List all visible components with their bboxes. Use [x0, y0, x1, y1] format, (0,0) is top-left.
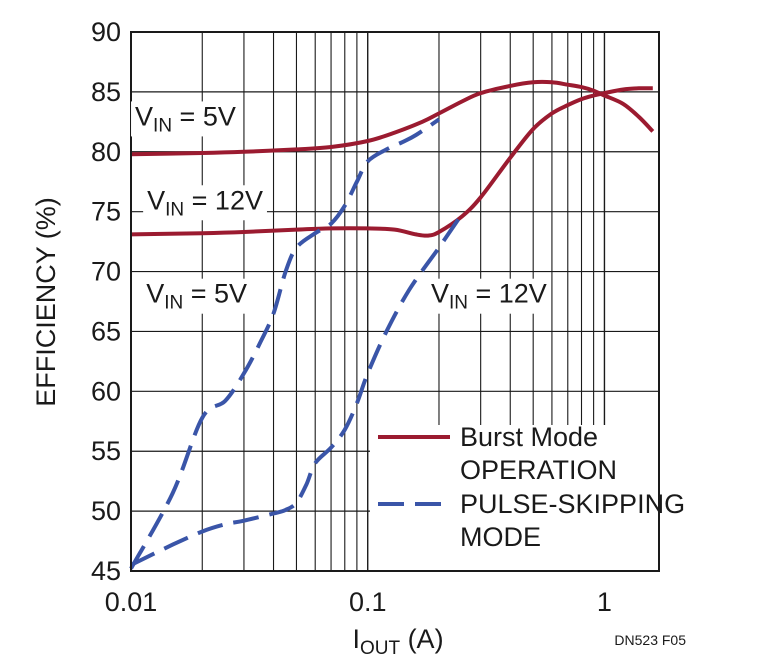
legend-label: Burst Mode [460, 422, 598, 452]
y-axis-title: EFFICIENCY (%) [31, 197, 61, 407]
vin-label-text: VIN = 5V [135, 101, 236, 136]
series-line-3 [129, 117, 441, 570]
series-group [129, 79, 655, 570]
figure-id: DN523 F05 [614, 632, 686, 648]
vin-label-post: = 5V [183, 279, 247, 309]
x-tick-label: 1 [597, 587, 612, 617]
series-line-4 [130, 212, 464, 567]
x-axis-title-unit: (A) [400, 624, 444, 654]
x-tick-label: 0.1 [349, 587, 387, 617]
vin-label-sub: IN [165, 199, 184, 220]
vin-label-backdrop [131, 101, 240, 137]
y-tick-label: 50 [91, 496, 121, 526]
y-tick-label: 55 [91, 436, 121, 466]
y-tick-label: 85 [91, 77, 121, 107]
vin-label-1: VIN = 5V [131, 101, 240, 137]
vin-label-pre: V [135, 101, 153, 131]
x-axis-title-main: I [352, 624, 360, 654]
vin-label-backdrop [426, 278, 551, 314]
x-tick-labels: 0.01 0.1 1 [105, 587, 612, 617]
y-tick-label: 70 [91, 257, 121, 287]
vin-label-post: = 5V [172, 101, 236, 131]
y-tick-label: 60 [91, 376, 121, 406]
y-tick-label: 75 [91, 197, 121, 227]
vin-label-sub: IN [449, 293, 468, 314]
legend-box [370, 425, 658, 570]
y-tick-label: 65 [91, 316, 121, 346]
vin-label-backdrop [143, 185, 267, 221]
vin-label-pre: V [146, 279, 164, 309]
y-tick-label: 80 [91, 137, 121, 167]
series-line-2 [130, 86, 653, 238]
vin-label-backdrop [142, 278, 252, 314]
vin-label-3: VIN = 5V [142, 278, 252, 314]
y-tick-labels: 45 50 55 60 65 70 75 80 85 90 [91, 17, 121, 586]
y-tick-label: 90 [91, 17, 121, 47]
vin-label-post: = 12V [184, 185, 263, 215]
vin-label-text: VIN = 5V [146, 279, 247, 314]
vin-label-pre: V [431, 279, 449, 309]
x-axis-title: IOUT (A) [352, 624, 443, 659]
x-axis-title-sub: OUT [360, 638, 401, 659]
legend-label: MODE [460, 522, 541, 552]
vin-label-sub: IN [164, 293, 183, 314]
y-tick-label: 45 [91, 556, 121, 586]
vin-label-text: VIN = 12V [147, 185, 263, 220]
vin-label-text: VIN = 12V [431, 279, 547, 314]
vin-label-4: VIN = 12V [426, 278, 551, 314]
vin-label-pre: V [147, 185, 165, 215]
legend-label: OPERATION [460, 455, 617, 485]
x-tick-label: 0.01 [105, 587, 158, 617]
vin-label-post: = 12V [468, 279, 547, 309]
vin-label-sub: IN [153, 115, 172, 136]
vin-label-2: VIN = 12V [143, 185, 267, 221]
legend-label: PULSE-SKIPPING [460, 489, 685, 519]
plot-frame [130, 31, 660, 572]
